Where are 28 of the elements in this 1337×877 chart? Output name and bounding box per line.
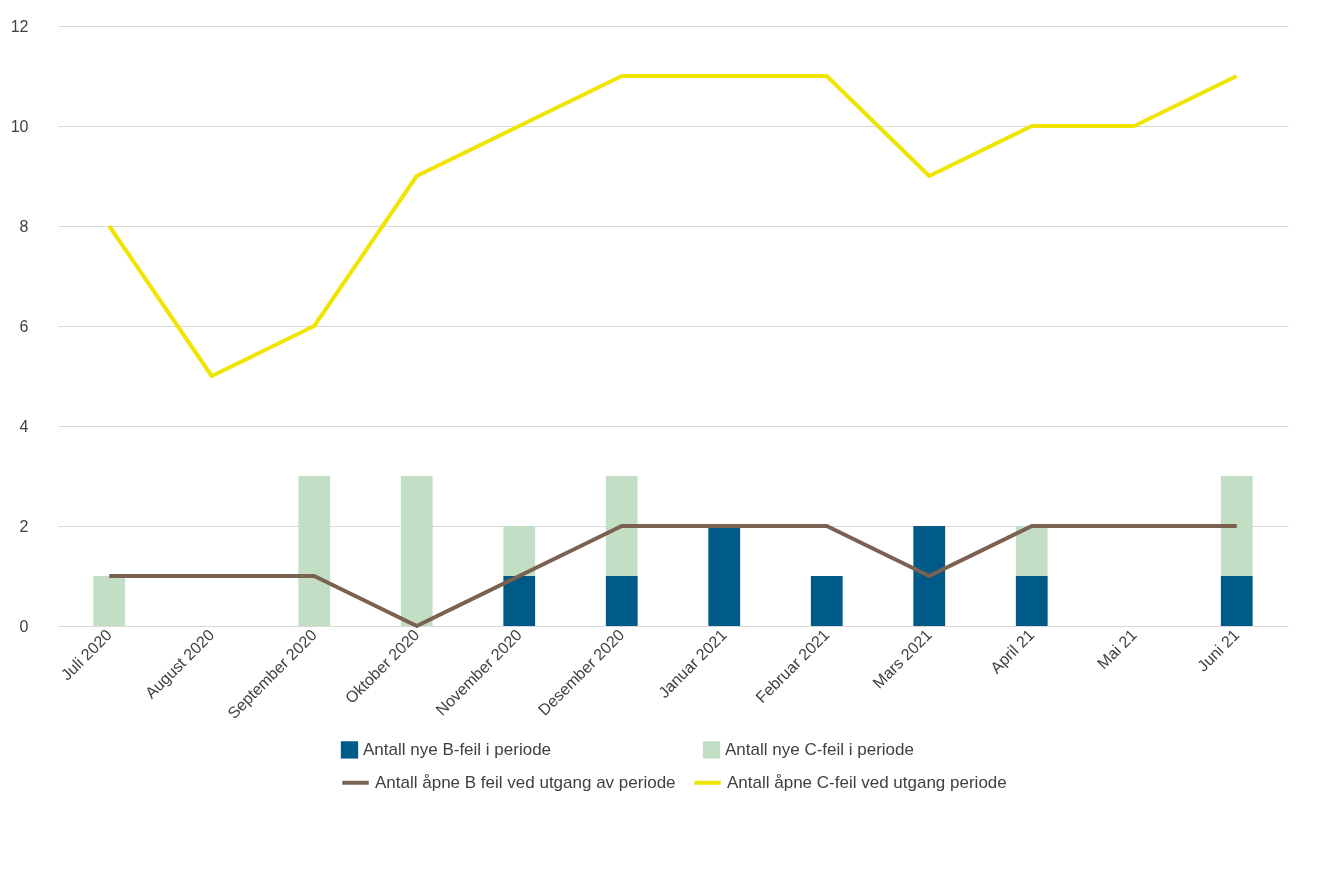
- bar: [503, 576, 536, 626]
- bar: [1220, 476, 1253, 576]
- line-series: [107, 74, 1239, 378]
- legend-label: Antall åpne B feil ved utgang av periode: [375, 772, 676, 792]
- y-tick-label: 2: [19, 517, 29, 535]
- bar: [503, 526, 536, 576]
- bar: [1220, 576, 1253, 626]
- x-tick-label: Mai 21: [1093, 626, 1140, 673]
- bar: [913, 526, 946, 626]
- bar: [1015, 576, 1048, 626]
- bar: [810, 576, 843, 626]
- y-tick-label: 6: [19, 317, 29, 335]
- legend-label: Antall nye C-feil i periode: [725, 739, 914, 759]
- y-tick-label: 0: [19, 617, 29, 635]
- y-tick-label: 12: [10, 17, 29, 35]
- bar: [298, 476, 331, 626]
- x-tick-label: Juni 21: [1193, 626, 1243, 675]
- y-tick-label: 4: [19, 417, 29, 435]
- legend-label: Antall åpne C-feil ved utgang periode: [727, 772, 1007, 792]
- legend-label: Antall nye B-feil i periode: [363, 739, 552, 759]
- bar: [708, 526, 741, 626]
- bar: [605, 476, 638, 576]
- y-tick-label: 10: [10, 117, 29, 135]
- bar: [400, 476, 433, 626]
- bar: [93, 576, 126, 626]
- y-tick-label: 8: [19, 217, 29, 235]
- bar: [605, 576, 638, 626]
- bar: [1015, 526, 1048, 576]
